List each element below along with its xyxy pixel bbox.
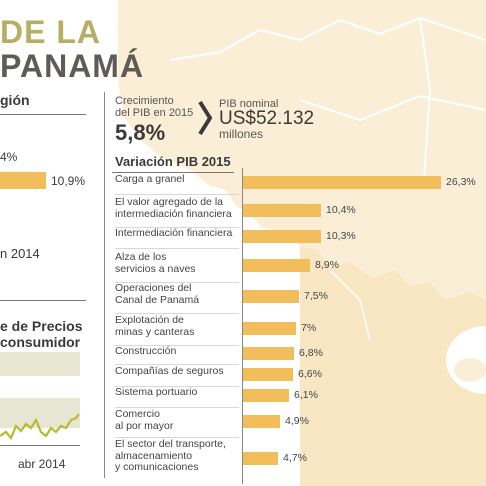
bar-value-label: 6,1%: [294, 389, 318, 401]
ipc-heading-line-1: e de Precios: [0, 318, 83, 334]
left-panel-value: 4%: [0, 150, 18, 164]
category-label: Construcción: [115, 345, 239, 358]
headline-line-1: DE LA: [0, 14, 101, 50]
category-separator: [115, 194, 239, 195]
bar-value-label: 10,3%: [326, 230, 356, 242]
category-label-line: Carga a granel: [115, 173, 185, 185]
category-label-line: Operaciones del: [115, 282, 192, 294]
growth-value: 5,8%: [115, 120, 166, 145]
category-separator: [115, 364, 239, 365]
category-label: Operaciones del Canal de Panamá: [115, 282, 239, 306]
bar-value-label: 10,4%: [326, 204, 356, 216]
category-label: Explotación de minas y canteras: [115, 314, 239, 338]
category-separator: [115, 437, 239, 438]
growth-label-line-1: Crecimiento: [115, 95, 174, 107]
gdp-unit: millones: [219, 127, 264, 141]
category-separator: [115, 282, 239, 283]
ipc-axis: [0, 445, 80, 446]
category-label-line: Sistema portuario: [115, 386, 198, 398]
bar: [243, 347, 294, 360]
chart-title: Variación PIB 2015: [115, 154, 231, 169]
bar: [243, 452, 278, 465]
bar-value-label: 8,9%: [315, 259, 339, 271]
category-separator: [115, 227, 239, 228]
category-label-line: servicios a naves: [115, 262, 196, 275]
bar: [243, 290, 299, 303]
bar-value-label: 7,5%: [304, 290, 328, 302]
bar-value-label: 26,3%: [446, 176, 476, 188]
category-label: Carga a granel: [115, 173, 239, 186]
column-divider: [104, 92, 105, 478]
bar: [243, 230, 321, 243]
category-label-line: y comunicaciones: [115, 461, 199, 473]
bar: [243, 415, 280, 428]
bar-value-label: 6,6%: [298, 368, 322, 380]
bar: [243, 322, 296, 335]
category-label-line: Construcción: [115, 345, 177, 357]
left-panel-divider: [0, 114, 86, 115]
bar: [243, 176, 441, 189]
growth-label-line-2: del PIB en 2015: [115, 107, 194, 119]
bar: [243, 204, 321, 217]
category-label: El sector del transporte, almacenamiento y…: [115, 438, 239, 474]
category-separator: [115, 345, 239, 346]
bar: [243, 259, 310, 272]
category-label-line: Compañías de seguros: [115, 365, 224, 377]
category-label: Compañías de seguros: [115, 365, 239, 378]
bar: [243, 368, 293, 381]
category-label: Sistema portuario: [115, 386, 239, 399]
chevron-right-icon: [198, 100, 213, 136]
category-label-line: intermediación financiera: [115, 207, 232, 220]
category-label-line: minas y canteras: [115, 325, 195, 338]
bar-value-label: 6,8%: [299, 347, 323, 359]
category-label-line: al por mayor: [115, 419, 174, 432]
bar-value-label: 7%: [301, 322, 317, 334]
category-label-line: Intermediación financiera: [115, 227, 233, 239]
gdp-value: US$52.132: [219, 108, 315, 129]
ipc-sparkline: [0, 413, 80, 441]
category-label-line: Comercio: [115, 408, 160, 420]
category-label: Alza de los servicios a naves: [115, 251, 239, 275]
left-panel-bar-label: 10,9%: [51, 174, 86, 188]
left-panel-bar: [0, 172, 46, 189]
chart-title-underline: [112, 172, 234, 173]
bar: [243, 389, 289, 402]
category-label-line: Canal de Panamá: [115, 293, 200, 306]
bar-value-label: 4,9%: [285, 415, 309, 427]
category-label-line: almacenamiento: [115, 449, 193, 462]
category-separator: [115, 407, 239, 408]
category-separator: [115, 386, 239, 387]
category-label: Intermediación financiera: [115, 227, 239, 240]
bar-value-label: 4,7%: [283, 452, 307, 464]
left-panel-divider-2: [0, 300, 86, 301]
category-separator: [115, 313, 239, 314]
left-panel-year-label: n 2014: [0, 246, 40, 261]
headline-line-2: PANAMÁ: [0, 48, 145, 84]
category-label-line: El valor agregado de la: [115, 196, 223, 208]
category-label-line: Explotación de: [115, 314, 184, 326]
ipc-band-lower: [0, 398, 80, 428]
category-label: El valor agregado de la intermediación fi…: [115, 196, 239, 220]
ipc-band-upper: [0, 352, 80, 376]
ipc-axis-label: abr 2014: [18, 457, 66, 471]
category-label-line: Alza de los: [115, 251, 167, 263]
category-label: Comercio al por mayor: [115, 408, 239, 432]
left-panel-heading: gión: [0, 92, 30, 108]
ipc-heading-line-2: consumidor: [0, 334, 81, 350]
gdp-label: PIB nominal: [219, 98, 279, 110]
category-separator: [115, 248, 239, 249]
category-label-line: El sector del transporte,: [115, 438, 226, 450]
chart-axis: [242, 168, 243, 484]
